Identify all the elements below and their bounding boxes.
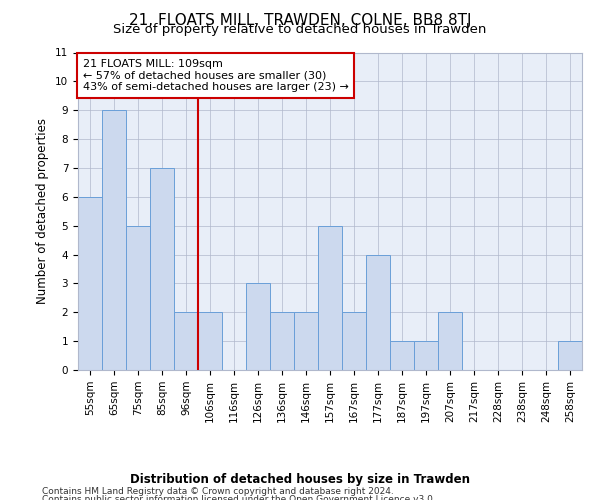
- Text: 21 FLOATS MILL: 109sqm
← 57% of detached houses are smaller (30)
43% of semi-det: 21 FLOATS MILL: 109sqm ← 57% of detached…: [83, 59, 349, 92]
- Text: Contains HM Land Registry data © Crown copyright and database right 2024.: Contains HM Land Registry data © Crown c…: [42, 488, 394, 496]
- Bar: [102, 110, 126, 370]
- Bar: [342, 312, 366, 370]
- Bar: [438, 312, 462, 370]
- Bar: [414, 341, 438, 370]
- Text: Size of property relative to detached houses in Trawden: Size of property relative to detached ho…: [113, 22, 487, 36]
- Bar: [126, 226, 150, 370]
- Bar: [150, 168, 174, 370]
- Bar: [558, 341, 582, 370]
- Bar: [78, 197, 102, 370]
- Y-axis label: Number of detached properties: Number of detached properties: [37, 118, 49, 304]
- Bar: [318, 226, 342, 370]
- Bar: [198, 312, 222, 370]
- Bar: [246, 284, 270, 370]
- Bar: [174, 312, 198, 370]
- Text: 21, FLOATS MILL, TRAWDEN, COLNE, BB8 8TJ: 21, FLOATS MILL, TRAWDEN, COLNE, BB8 8TJ: [129, 12, 471, 28]
- Text: Distribution of detached houses by size in Trawden: Distribution of detached houses by size …: [130, 472, 470, 486]
- Text: Contains public sector information licensed under the Open Government Licence v3: Contains public sector information licen…: [42, 495, 436, 500]
- Bar: [294, 312, 318, 370]
- Bar: [366, 254, 390, 370]
- Bar: [270, 312, 294, 370]
- Bar: [390, 341, 414, 370]
